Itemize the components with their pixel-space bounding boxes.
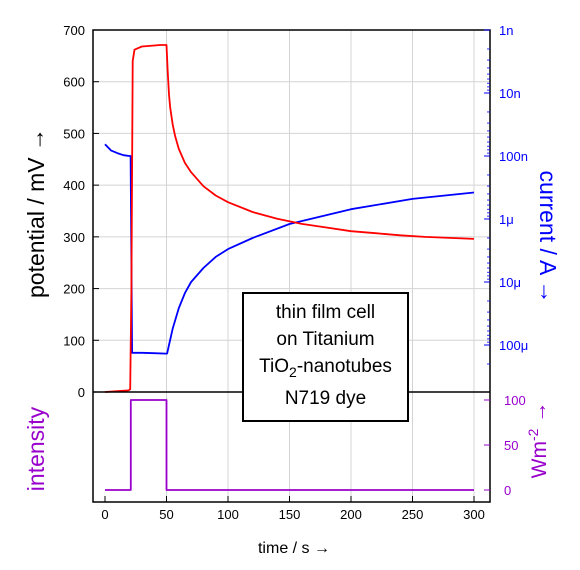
x-tick-label: 300 [463, 507, 485, 522]
potential-tick-label: 600 [63, 75, 85, 90]
current-tick-label: 10n [499, 86, 521, 101]
annotation-frame [242, 292, 409, 422]
annotation-box: thin film cell on Titanium TiO2-nanotube… [242, 292, 409, 422]
plot-frame [92, 29, 491, 503]
potential-tick-label: 0 [78, 385, 85, 400]
potential-series-line [104, 44, 475, 393]
current-tick-label: 1μ [499, 212, 514, 227]
potential-axis-title: potential / mV → [23, 128, 49, 298]
annotation-line-2: on Titanium [276, 329, 374, 350]
potential-tick-label: 700 [63, 23, 85, 38]
intensity-tick-label: 0 [504, 483, 511, 498]
intensity-axis-title: intensity [23, 406, 49, 491]
x-tick-label: 50 [159, 507, 173, 522]
data-layer [104, 44, 475, 491]
current-series-line [104, 143, 475, 355]
potential-tick-label: 200 [63, 282, 85, 297]
current-tick-label: 1n [499, 23, 513, 38]
annotation-line-1: thin film cell [276, 302, 375, 323]
current-tick-label: 100n [499, 149, 528, 164]
grid-layer [93, 29, 490, 502]
intensity-unit-title: Wm-2 → [525, 402, 551, 479]
intensity-tick-label: 50 [504, 438, 518, 453]
x-tick-label: 0 [101, 507, 108, 522]
potential-tick-label: 500 [63, 126, 85, 141]
current-axis-title: current / A → [535, 171, 561, 304]
x-tick-label: 150 [279, 507, 301, 522]
x-axis-title: time / s → [258, 540, 330, 557]
potential-tick-label: 300 [63, 230, 85, 245]
x-tick-label: 200 [340, 507, 362, 522]
x-tick-label: 250 [402, 507, 424, 522]
annotation-line-4: N719 dye [285, 388, 366, 409]
x-tick-label: 100 [217, 507, 239, 522]
current-tick-label: 100μ [499, 338, 528, 353]
tick-layer: 0 50 100 150 200 250 3000100200300400500600700… [63, 23, 528, 522]
intensity-series-line [105, 399, 474, 491]
annotation-line-3: TiO2-nanotubes [259, 356, 392, 380]
potential-tick-label: 400 [63, 178, 85, 193]
current-tick-label: 10μ [499, 275, 521, 290]
intensity-tick-label: 100 [504, 393, 526, 408]
potential-tick-label: 100 [63, 333, 85, 348]
